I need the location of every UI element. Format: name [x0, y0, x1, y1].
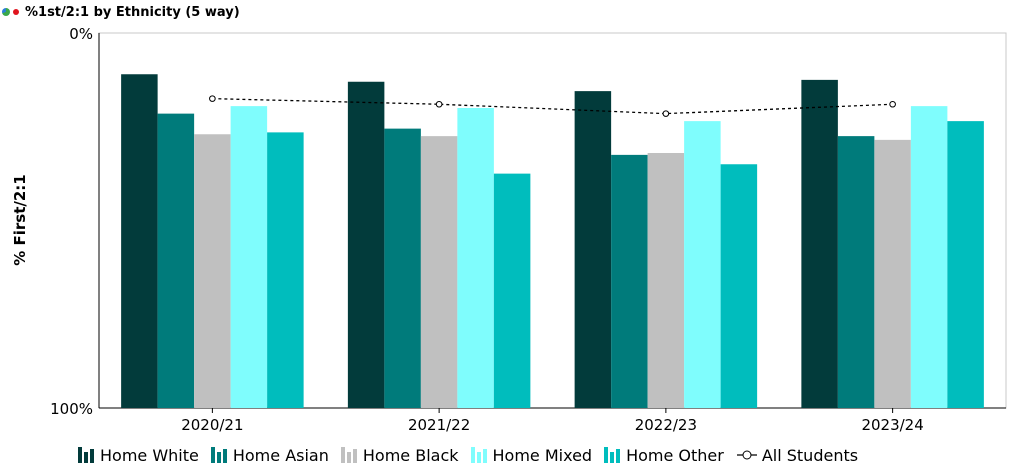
bar	[684, 121, 721, 408]
all-students-point	[435, 100, 443, 108]
bar	[947, 121, 984, 408]
bar	[837, 136, 875, 408]
legend-label: Home Asian	[232, 445, 329, 465]
bar	[194, 134, 231, 408]
all-students-point	[662, 110, 670, 117]
legend-swatch-icon	[340, 447, 359, 463]
legend-swatch-icon	[470, 447, 489, 463]
legend-label: All Students	[761, 445, 859, 465]
y-tick-label: 0%	[69, 25, 93, 43]
legend-label: Home Black	[362, 445, 459, 465]
bar	[574, 91, 612, 408]
legend-item: All Students	[736, 446, 858, 465]
chart-title: %1st/2:1 by Ethnicity (5 way)	[25, 4, 240, 20]
bar	[720, 164, 758, 408]
legend-item: Home Black	[340, 445, 459, 465]
status-dot-icon	[13, 9, 19, 15]
header-icons	[2, 8, 19, 16]
legend-item: Home Asian	[210, 445, 329, 465]
x-tick-label: 2020/21	[181, 416, 243, 434]
bar-chart: 100% 0% 2020/21 2021/22 2022/23 2023/24	[50, 25, 1007, 434]
all-students-line	[212, 97, 893, 115]
legend-swatch-icon	[210, 447, 229, 463]
legend-item: Home Other	[604, 446, 724, 465]
bar	[611, 154, 648, 408]
bar	[347, 81, 385, 408]
bar	[420, 136, 458, 408]
bar	[384, 128, 421, 408]
x-tick-label: 2021/22	[408, 416, 470, 434]
bar	[910, 106, 948, 408]
bar	[457, 108, 494, 408]
legend-label: Home Other	[626, 445, 724, 465]
legend: Home White Home Asian Home Black Home Mixed…	[78, 444, 870, 466]
bar	[647, 153, 685, 408]
x-tick-label: 2022/23	[635, 416, 697, 434]
bar	[121, 74, 158, 408]
all-students-point	[889, 100, 896, 108]
bar	[267, 132, 304, 408]
x-tick-label: 2023/24	[861, 416, 923, 434]
legend-item: Home White	[78, 446, 199, 465]
legend-swatch-icon	[604, 447, 622, 463]
bar	[801, 79, 838, 408]
refresh-icon[interactable]	[2, 8, 10, 16]
legend-label: Home White	[100, 445, 199, 465]
all-students-point	[209, 95, 216, 102]
bar	[493, 173, 531, 408]
legend-line-icon	[736, 450, 757, 460]
y-tick-label: 100%	[50, 400, 93, 418]
bar	[874, 139, 911, 408]
legend-label: Home Mixed	[492, 445, 593, 465]
bar	[230, 106, 268, 408]
chart-header: %1st/2:1 by Ethnicity (5 way)	[0, 0, 1024, 24]
legend-swatch-icon	[78, 447, 96, 463]
bar	[157, 113, 195, 408]
legend-item: Home Mixed	[470, 445, 593, 465]
